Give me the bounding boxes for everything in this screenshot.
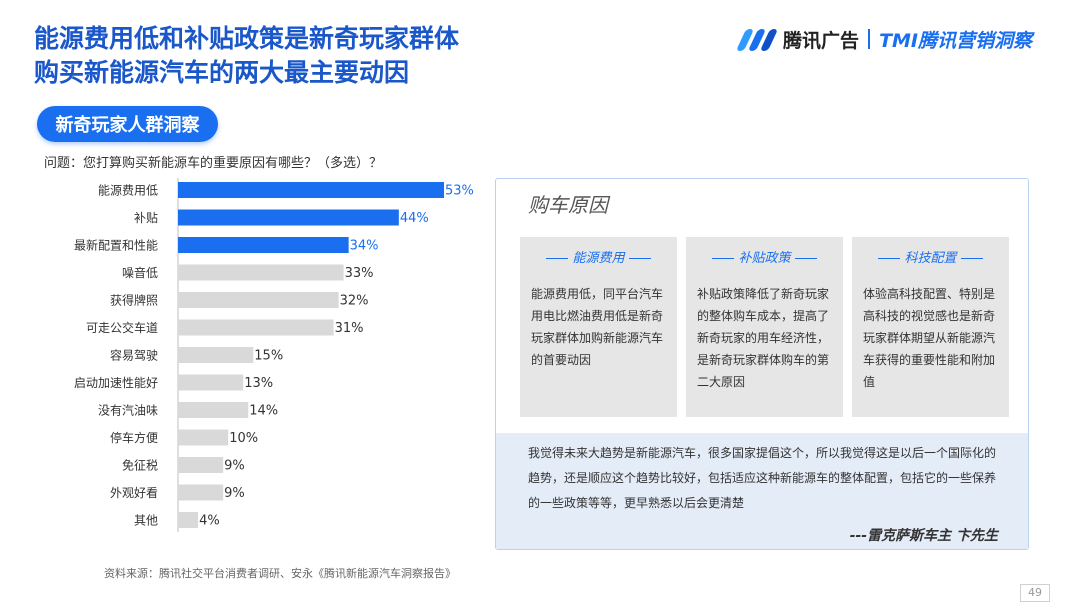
value-label: 9%	[224, 486, 245, 501]
brand-header: 腾讯广告 TMI腾讯营销洞察	[735, 24, 1032, 54]
bar	[178, 292, 339, 308]
divider	[878, 258, 901, 259]
divider	[546, 258, 569, 259]
reason-card-title: 科技配置	[904, 251, 957, 266]
value-label: 53%	[445, 184, 474, 199]
bar	[178, 402, 249, 418]
segment-pill: 新奇玩家人群洞察	[37, 106, 218, 142]
bar	[178, 347, 254, 363]
reason-card-head: 科技配置	[852, 247, 1009, 266]
page-title: 能源费用低和补贴政策是新奇玩家群体 购买新能源汽车的两大最主要动因	[34, 22, 594, 90]
bar	[178, 374, 244, 391]
reason-card-head: 能源费用	[520, 247, 677, 266]
category-label: 噪音低	[122, 265, 158, 280]
category-label: 外观好看	[110, 486, 158, 500]
reason-card-body: 体验高科技配置、特别是高科技的视觉感也是新奇玩家群体期望从新能源汽车获得的重要性…	[863, 287, 996, 389]
panel-title: 购车原因	[528, 193, 608, 217]
bar	[178, 209, 399, 226]
source-note: 资料来源：腾讯社交平台消费者调研、安永《腾讯新能源汽车洞察报告》	[104, 567, 456, 580]
category-label: 没有汽油味	[98, 403, 158, 418]
brand-sub: TMI腾讯营销洞察	[879, 29, 1032, 52]
reason-card-subsidy: 补贴政策 补贴政策降低了新奇玩家的整体购车成本，提高了新奇玩家的用车经济性，是新…	[686, 237, 843, 417]
value-label: 14%	[249, 404, 278, 419]
bar	[178, 319, 334, 336]
reason-card-body: 能源费用低，同平台汽车用电比燃油费用低是新奇玩家群体加购新能源汽车的首要动因	[531, 287, 664, 367]
category-label: 可走公交车道	[86, 320, 158, 335]
bar	[178, 512, 199, 528]
reason-card-title: 补贴政策	[738, 251, 791, 266]
bar	[178, 484, 224, 501]
brand-name: 腾讯广告	[783, 29, 860, 52]
value-label: 9%	[224, 459, 245, 474]
bar	[178, 429, 229, 446]
value-label: 15%	[254, 349, 283, 364]
quote-text: 我觉得未来大趋势是新能源汽车，很多国家提倡这个，所以我觉得这是以后一个国际化的趋…	[528, 446, 997, 510]
bar	[178, 237, 349, 253]
value-label: 44%	[400, 211, 429, 226]
bar	[178, 264, 344, 281]
tencent-ads-logo-icon	[735, 27, 779, 51]
reasons-panel: 购车原因 能源费用 能源费用低，同平台汽车用电比燃油费用低是新奇玩家群体加购新能…	[495, 178, 1029, 550]
page-title-line2: 购买新能源汽车的两大最主要动因	[34, 58, 410, 87]
page-title-line1: 能源费用低和补贴政策是新奇玩家群体	[34, 24, 460, 53]
divider	[712, 258, 735, 259]
category-label: 容易驾驶	[110, 348, 158, 363]
value-label: 4%	[199, 514, 220, 529]
reason-card-energy: 能源费用 能源费用低，同平台汽车用电比燃油费用低是新奇玩家群体加购新能源汽车的首…	[520, 237, 677, 417]
category-label: 最新配置和性能	[74, 238, 158, 253]
value-label: 33%	[345, 266, 374, 281]
survey-question: 问题：您打算购买新能源车的重要原因有哪些？（多选）？	[44, 156, 383, 171]
reason-card-tech: 科技配置 体验高科技配置、特别是高科技的视觉感也是新奇玩家群体期望从新能源汽车获…	[852, 237, 1009, 417]
reason-card-title: 能源费用	[572, 251, 625, 266]
quote-box: 我觉得未来大趋势是新能源汽车，很多国家提倡这个，所以我觉得这是以后一个国际化的趋…	[496, 433, 1028, 549]
category-label: 能源费用低	[98, 184, 158, 198]
quote-author: ---雷克萨斯车主 卞先生	[849, 528, 998, 544]
bar-chart: 能源费用低 53% 补贴 44% 最新配置和性能 34% 噪音低 33% 获得牌照 32% 可走公交…	[74, 178, 474, 532]
category-label: 其他	[134, 514, 158, 528]
category-label: 启动加速性能好	[74, 376, 158, 390]
category-label: 获得牌照	[110, 293, 158, 308]
value-label: 10%	[229, 431, 258, 446]
bar	[178, 182, 444, 198]
divider	[960, 258, 983, 259]
reason-card-head: 补贴政策	[686, 247, 843, 266]
divider	[628, 258, 651, 259]
value-label: 13%	[244, 376, 273, 391]
category-label: 免征税	[122, 458, 158, 473]
brand-divider	[868, 29, 871, 49]
page-number: 49	[1020, 584, 1050, 602]
category-label: 补贴	[134, 211, 158, 225]
divider	[794, 258, 817, 259]
bar	[178, 457, 224, 473]
reason-card-body: 补贴政策降低了新奇玩家的整体购车成本，提高了新奇玩家的用车经济性，是新奇玩家群体…	[697, 287, 830, 389]
value-label: 34%	[350, 239, 379, 254]
value-label: 32%	[340, 294, 369, 309]
value-label: 31%	[335, 321, 364, 336]
category-label: 停车方便	[110, 430, 158, 445]
